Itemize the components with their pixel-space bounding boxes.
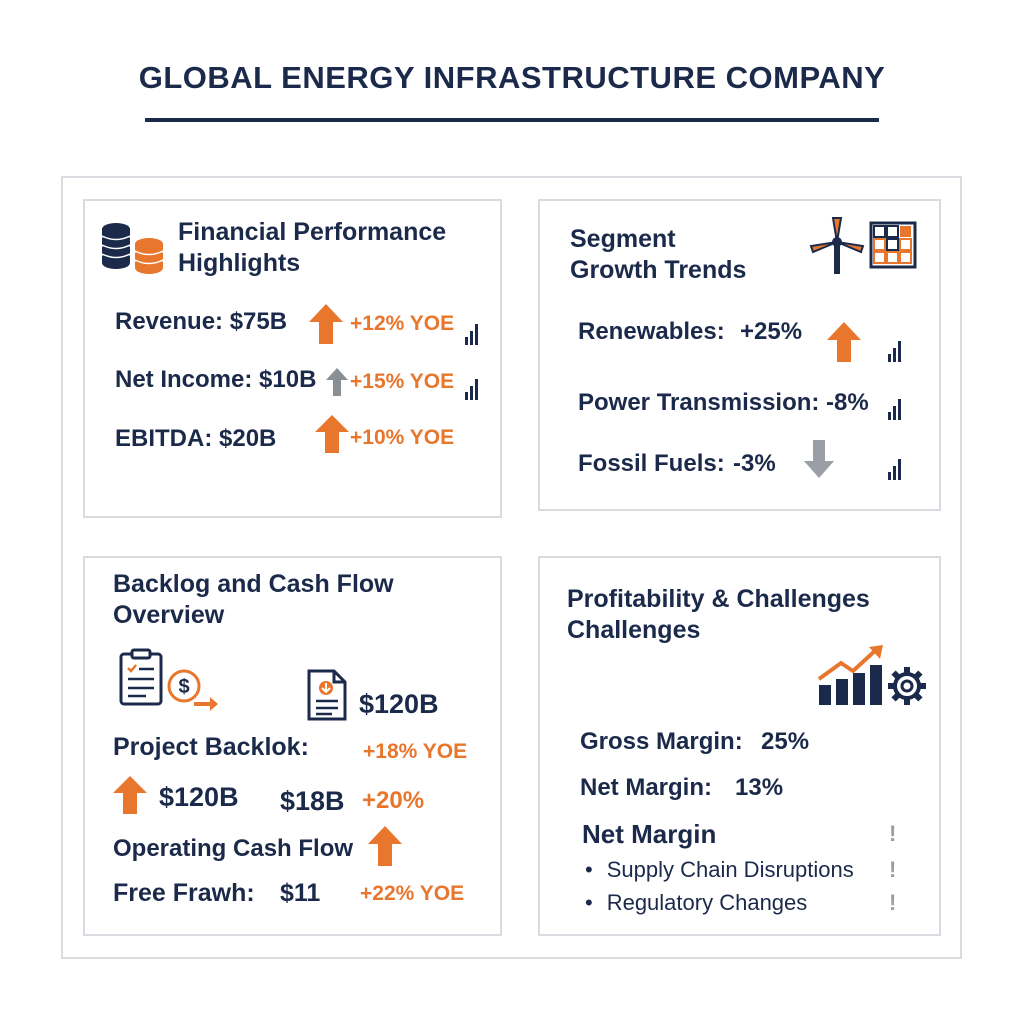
up-arrow-icon (827, 322, 861, 362)
revenue-label: Revenue: $75B (115, 308, 288, 335)
renewables-label: Renewables: (578, 318, 725, 345)
profitability-title-line1: Profitability & Challenges (567, 585, 870, 613)
up-arrow-icon (309, 304, 343, 344)
segment-title-line1: Segment (570, 225, 676, 253)
operating-cash-flow-label: Operating Cash Flow (113, 835, 354, 862)
alert-icon: ! (889, 890, 897, 915)
profitability-title-line2: Challenges (567, 616, 701, 644)
ebitda-label: EBITDA: $20B (115, 425, 277, 452)
backlog-value-b-change: +20% (362, 787, 425, 814)
net-margin-heading: Net Margin (582, 819, 717, 849)
segment-title-line2: Growth Trends (570, 256, 747, 284)
wind-turbine-icon (809, 217, 865, 274)
alert-icon: ! (889, 821, 897, 846)
gear-icon (888, 667, 926, 705)
free-cash-flow-value: $11 (280, 879, 321, 907)
backlog-panel (83, 556, 502, 936)
gross-margin-label: Gross Margin: (580, 728, 743, 755)
backlog-value-b: $18B (280, 786, 345, 816)
dollar-transfer-icon: $ (167, 669, 218, 711)
renewables-value: +25% (740, 318, 803, 345)
document-value: $120B (359, 689, 439, 719)
page-title: GLOBAL ENERGY INFRASTRUCTURE COMPANY (138, 60, 886, 95)
solar-panel-icon (869, 221, 917, 269)
fossil-value: -3% (733, 450, 776, 477)
revenue-change: +12% YOE (350, 312, 455, 335)
up-arrow-icon (326, 368, 348, 396)
down-arrow-icon (804, 440, 834, 478)
free-cash-flow-change: +22% YOE (360, 882, 465, 905)
financial-title-line2: Highlights (178, 249, 301, 277)
challenge-item: Supply Chain Disruptions (585, 857, 854, 883)
bar-chart-icon (465, 378, 481, 400)
dashboard-frame (61, 176, 962, 959)
net-income-change: +15% YOE (350, 370, 455, 393)
backlog-title-line1: Backlog and Cash Flow (113, 570, 394, 598)
project-backlog-label: Project Backlok: (113, 733, 309, 761)
up-arrow-icon (113, 776, 147, 814)
alert-icon: ! (889, 857, 897, 882)
document-icon (307, 669, 347, 721)
financial-title-line1: Financial Performance (178, 218, 447, 246)
bar-chart-icon (888, 340, 904, 362)
fossil-label: Fossil Fuels: (578, 450, 725, 477)
clipboard-icon (119, 648, 163, 706)
backlog-value-a: $120B (159, 782, 239, 812)
ebitda-change: +10% YOE (350, 426, 455, 449)
bar-chart-icon (888, 458, 904, 480)
coin-stack-icon (101, 223, 164, 274)
title-underline (145, 118, 879, 122)
svg-text:$: $ (178, 676, 189, 698)
bar-chart-icon (888, 398, 904, 420)
gross-margin-value: 25% (761, 728, 810, 755)
transmission-value: -8% (826, 389, 869, 416)
transmission-label: Power Transmission: (578, 389, 820, 416)
net-income-label: Net Income: $10B (115, 366, 317, 393)
up-arrow-icon (315, 415, 349, 453)
up-arrow-icon (368, 826, 402, 866)
net-margin-label: Net Margin: (580, 774, 712, 801)
growth-chart-icon (817, 645, 883, 705)
backlog-title-line2: Overview (113, 601, 225, 629)
net-margin-value: 13% (735, 774, 784, 801)
bar-chart-icon (465, 323, 481, 345)
project-backlog-change: +18% YOE (363, 740, 468, 763)
free-cash-flow-label: Free Frawh: (113, 879, 255, 907)
challenge-item: Regulatory Changes (585, 890, 808, 916)
